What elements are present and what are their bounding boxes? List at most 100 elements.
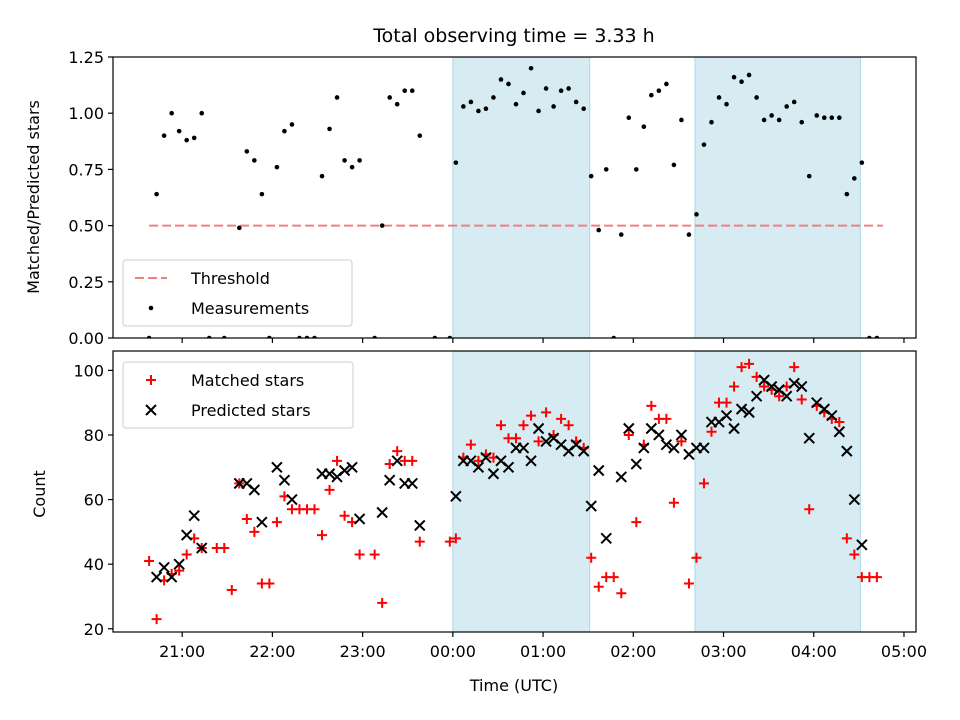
point-bottom-s0-12 bbox=[241, 513, 252, 524]
point-bottom-s0-75 bbox=[744, 358, 755, 369]
point-top-s0-85 bbox=[821, 115, 827, 120]
observing-window-bottom-0 bbox=[452, 350, 591, 633]
point-bottom-s0-47 bbox=[533, 436, 544, 447]
point-bottom-s1-1 bbox=[158, 561, 170, 574]
point-top-s0-47 bbox=[536, 108, 541, 114]
point-bottom-s1-76 bbox=[833, 426, 846, 438]
y-tick-label-bottom-3: 80 bbox=[84, 426, 104, 445]
point-top-s0-55 bbox=[596, 227, 602, 233]
point-bottom-s1-50 bbox=[638, 442, 650, 454]
point-bottom-s1-61 bbox=[720, 409, 733, 422]
point-top-s0-11 bbox=[244, 149, 250, 154]
point-bottom-s1-6 bbox=[196, 542, 208, 554]
point-top-s0-43 bbox=[506, 81, 511, 87]
point-bottom-s0-35 bbox=[444, 536, 455, 547]
point-bottom-s0-92 bbox=[871, 572, 882, 583]
y-tick-label-top-2: 0.50 bbox=[68, 217, 104, 236]
point-bottom-s0-69 bbox=[698, 478, 709, 489]
point-top-s0-77 bbox=[761, 117, 767, 123]
point-top-s0-40 bbox=[483, 106, 489, 112]
point-top-s0-78 bbox=[769, 113, 774, 118]
point-bottom-s0-57 bbox=[608, 572, 619, 583]
point-bottom-s0-28 bbox=[369, 549, 380, 560]
point-bottom-s0-59 bbox=[623, 429, 634, 440]
x-tick-label-8: 05:00 bbox=[881, 642, 927, 661]
x-tick-label-1: 22:00 bbox=[249, 642, 295, 661]
point-bottom-s0-70 bbox=[706, 426, 717, 437]
x-tick-label-3: 00:00 bbox=[430, 642, 476, 661]
point-bottom-s0-73 bbox=[729, 381, 740, 392]
point-bottom-s0-67 bbox=[683, 578, 694, 589]
point-bottom-s1-47 bbox=[615, 471, 627, 483]
chart-title: Total observing time = 3.33 h bbox=[372, 25, 654, 47]
x-tick-label-2: 23:00 bbox=[340, 642, 386, 661]
point-bottom-s1-3 bbox=[173, 558, 185, 570]
point-bottom-s0-81 bbox=[789, 362, 800, 373]
legend-key-top-1 bbox=[148, 305, 154, 311]
point-top-s0-2 bbox=[161, 133, 167, 138]
point-bottom-s1-44 bbox=[585, 500, 597, 512]
point-top-s0-82 bbox=[799, 119, 805, 125]
point-bottom-s0-31 bbox=[392, 446, 403, 457]
point-top-s0-42 bbox=[498, 77, 504, 82]
point-bottom-s0-60 bbox=[631, 517, 642, 528]
x-axis-label: Time (UTC) bbox=[469, 676, 558, 695]
point-top-s0-83 bbox=[806, 173, 812, 179]
point-bottom-s0-23 bbox=[324, 484, 335, 495]
point-bottom-s1-17 bbox=[338, 464, 351, 477]
count-panel: 20 40 60 80 100 21:00 22:00 23:00 00:00 01:00 02:0… bbox=[73, 350, 927, 661]
x-tick-label-0: 21:00 bbox=[159, 642, 205, 661]
point-top-s0-46 bbox=[528, 65, 534, 71]
legend-label-bottom-1: Predicted stars bbox=[191, 401, 311, 420]
point-bottom-s1-2 bbox=[165, 571, 178, 583]
point-top-s0-32 bbox=[409, 88, 415, 94]
point-top-s0-17 bbox=[289, 122, 295, 127]
point-top-s0-24 bbox=[342, 158, 347, 163]
point-top-s0-6 bbox=[191, 135, 197, 141]
point-top-s0-75 bbox=[746, 72, 752, 78]
point-bottom-s0-25 bbox=[339, 510, 350, 521]
point-top-s0-38 bbox=[468, 99, 474, 105]
point-bottom-s0-83 bbox=[804, 504, 815, 515]
point-bottom-s1-30 bbox=[480, 451, 492, 464]
point-bottom-s0-0 bbox=[144, 555, 155, 566]
point-bottom-s0-1 bbox=[151, 614, 162, 625]
point-bottom-s1-67 bbox=[765, 380, 778, 393]
point-bottom-s1-63 bbox=[735, 403, 748, 415]
point-bottom-s1-45 bbox=[593, 464, 605, 477]
y-tick-label-top-0: 0.00 bbox=[68, 329, 104, 348]
point-bottom-s1-11 bbox=[271, 461, 283, 473]
point-bottom-s1-24 bbox=[406, 477, 418, 490]
point-bottom-s1-0 bbox=[150, 571, 163, 583]
point-top-s0-51 bbox=[566, 86, 571, 91]
point-bottom-s0-10 bbox=[226, 585, 237, 596]
point-bottom-s0-66 bbox=[676, 436, 687, 447]
point-top-s0-72 bbox=[724, 101, 729, 107]
point-bottom-s1-77 bbox=[841, 445, 853, 457]
y-tick-label-top-3: 0.75 bbox=[68, 160, 104, 179]
point-bottom-s1-70 bbox=[788, 377, 800, 390]
point-top-s0-59 bbox=[626, 115, 632, 120]
point-bottom-s0-36 bbox=[450, 533, 461, 544]
point-bottom-s0-21 bbox=[309, 504, 320, 515]
point-bottom-s1-37 bbox=[532, 422, 545, 435]
point-top-s0-81 bbox=[791, 99, 797, 105]
point-bottom-s0-13 bbox=[249, 526, 260, 537]
y-tick-label-bottom-1: 40 bbox=[84, 555, 104, 574]
point-top-s0-80 bbox=[784, 104, 789, 109]
point-bottom-s0-45 bbox=[518, 420, 529, 431]
y-axis-label-bottom: Count bbox=[30, 470, 49, 518]
point-top-s0-52 bbox=[573, 99, 579, 105]
point-bottom-s1-13 bbox=[286, 493, 298, 506]
point-bottom-s0-15 bbox=[264, 578, 275, 589]
y-tick-label-top-1: 0.25 bbox=[68, 273, 104, 292]
point-top-s0-88 bbox=[844, 191, 850, 197]
point-top-s0-61 bbox=[641, 124, 647, 129]
point-bottom-s1-52 bbox=[653, 429, 665, 441]
point-bottom-s1-46 bbox=[600, 532, 612, 545]
point-bottom-s0-33 bbox=[407, 455, 418, 466]
point-bottom-s0-62 bbox=[646, 400, 657, 411]
point-top-s0-44 bbox=[513, 101, 519, 107]
point-bottom-s1-49 bbox=[630, 458, 643, 470]
point-top-s0-62 bbox=[649, 92, 654, 98]
